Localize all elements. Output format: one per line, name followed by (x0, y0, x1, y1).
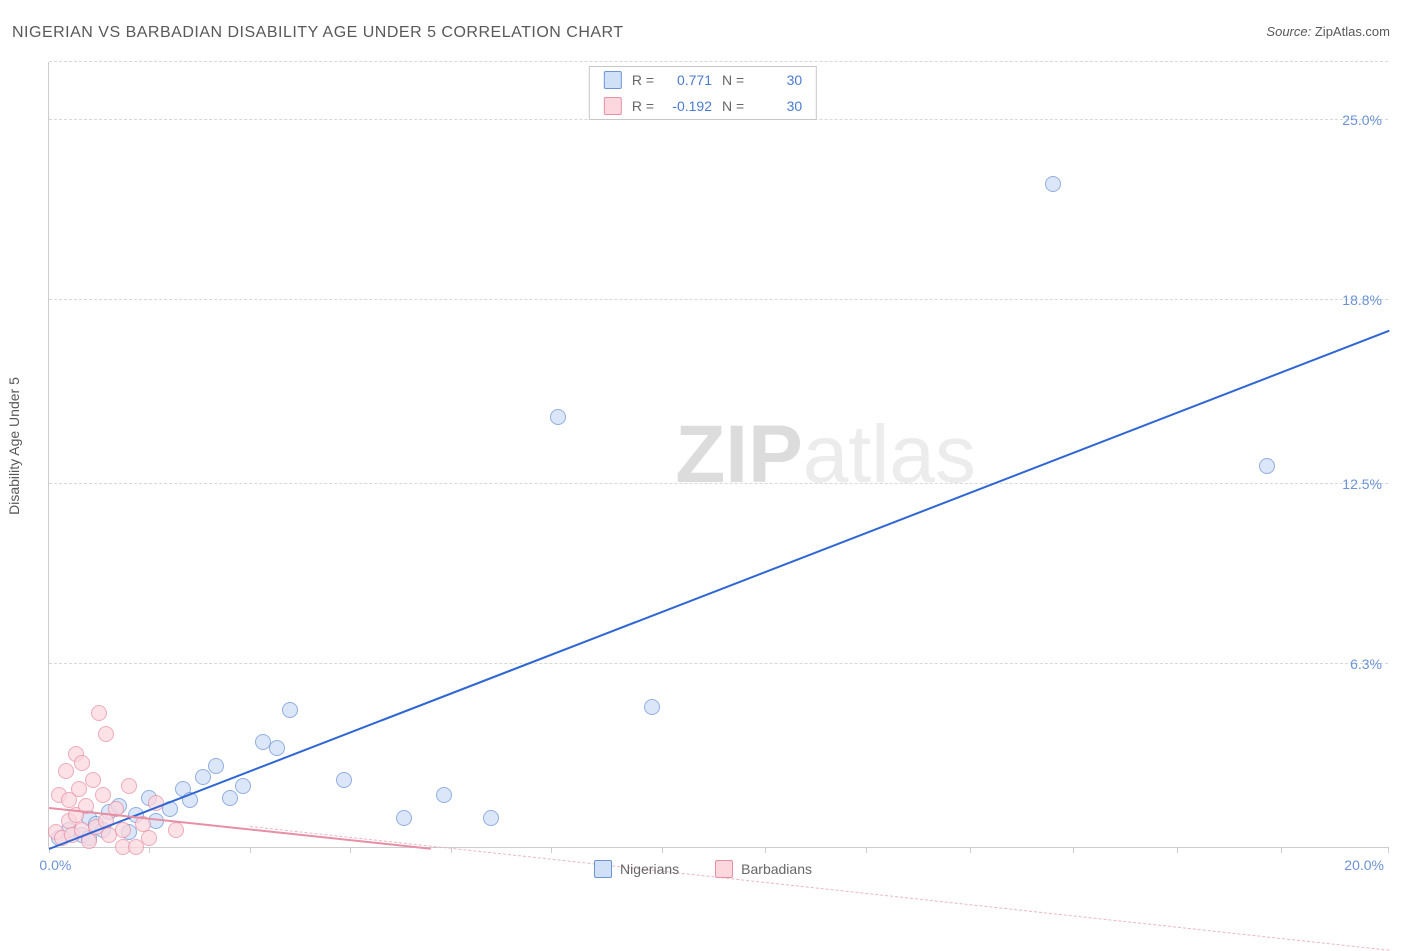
data-point (128, 839, 144, 855)
legend-swatch (604, 97, 622, 115)
x-tick (1388, 847, 1389, 853)
data-point (1045, 176, 1061, 192)
r-label: R = (632, 72, 654, 88)
correlation-legend: R = 0.771 N = 30 R = -0.192 N = 30 (589, 66, 817, 120)
data-point (195, 769, 211, 785)
data-point (141, 830, 157, 846)
data-point (1259, 458, 1275, 474)
y-tick-label: 25.0% (1342, 112, 1382, 128)
chart-title: NIGERIAN VS BARBADIAN DISABILITY AGE UND… (12, 24, 624, 42)
x-tick (1281, 847, 1282, 853)
source-value: ZipAtlas.com (1315, 24, 1390, 39)
x-tick (662, 847, 663, 853)
watermark-atlas: atlas (803, 409, 976, 500)
gridline (49, 61, 1388, 62)
legend-item: Nigerians (594, 860, 679, 878)
data-point (396, 810, 412, 826)
n-value: 30 (754, 98, 802, 114)
r-value: 0.771 (664, 72, 712, 88)
y-tick-label: 6.3% (1350, 656, 1382, 672)
x-tick (350, 847, 351, 853)
legend-label: Nigerians (620, 861, 679, 877)
legend-item: Barbadians (715, 860, 812, 878)
x-tick (970, 847, 971, 853)
data-point (282, 702, 298, 718)
data-point (115, 822, 131, 838)
source-attribution: Source: ZipAtlas.com (1266, 24, 1390, 39)
gridline (49, 663, 1388, 664)
data-point (269, 740, 285, 756)
data-point (550, 409, 566, 425)
x-tick (1177, 847, 1178, 853)
data-point (644, 699, 660, 715)
y-axis-label: Disability Age Under 5 (6, 377, 22, 515)
y-tick-label: 12.5% (1342, 476, 1382, 492)
data-point (121, 778, 137, 794)
data-point (58, 763, 74, 779)
data-point (208, 758, 224, 774)
x-tick (551, 847, 552, 853)
data-point (98, 726, 114, 742)
legend-swatch (594, 860, 612, 878)
x-tick (1073, 847, 1074, 853)
trend-line (250, 826, 1389, 951)
x-min-label: 0.0% (39, 857, 71, 873)
legend-label: Barbadians (741, 861, 812, 877)
data-point (74, 755, 90, 771)
y-tick-label: 18.8% (1342, 292, 1382, 308)
n-value: 30 (754, 72, 802, 88)
data-point (91, 705, 107, 721)
r-value: -0.192 (664, 98, 712, 114)
data-point (336, 772, 352, 788)
data-point (85, 772, 101, 788)
n-label: N = (722, 72, 744, 88)
legend-swatch (715, 860, 733, 878)
data-point (95, 787, 111, 803)
r-label: R = (632, 98, 654, 114)
data-point (483, 810, 499, 826)
x-tick (765, 847, 766, 853)
data-point (235, 778, 251, 794)
data-point (222, 790, 238, 806)
data-point (436, 787, 452, 803)
x-max-label: 20.0% (1344, 857, 1384, 873)
x-tick (250, 847, 251, 853)
series-legend: Nigerians Barbadians (594, 860, 812, 878)
trend-line (49, 330, 1390, 850)
gridline (49, 299, 1388, 300)
data-point (168, 822, 184, 838)
watermark-zip: ZIP (675, 409, 803, 500)
correlation-row: R = -0.192 N = 30 (590, 93, 816, 119)
watermark: ZIPatlas (675, 408, 976, 502)
correlation-row: R = 0.771 N = 30 (590, 67, 816, 93)
x-tick (149, 847, 150, 853)
x-tick (866, 847, 867, 853)
scatter-chart: ZIPatlas 6.3%12.5%18.8%25.0%0.0%20.0% (48, 62, 1388, 848)
legend-swatch (604, 71, 622, 89)
source-label: Source: (1266, 24, 1311, 39)
gridline (49, 483, 1388, 484)
n-label: N = (722, 98, 744, 114)
